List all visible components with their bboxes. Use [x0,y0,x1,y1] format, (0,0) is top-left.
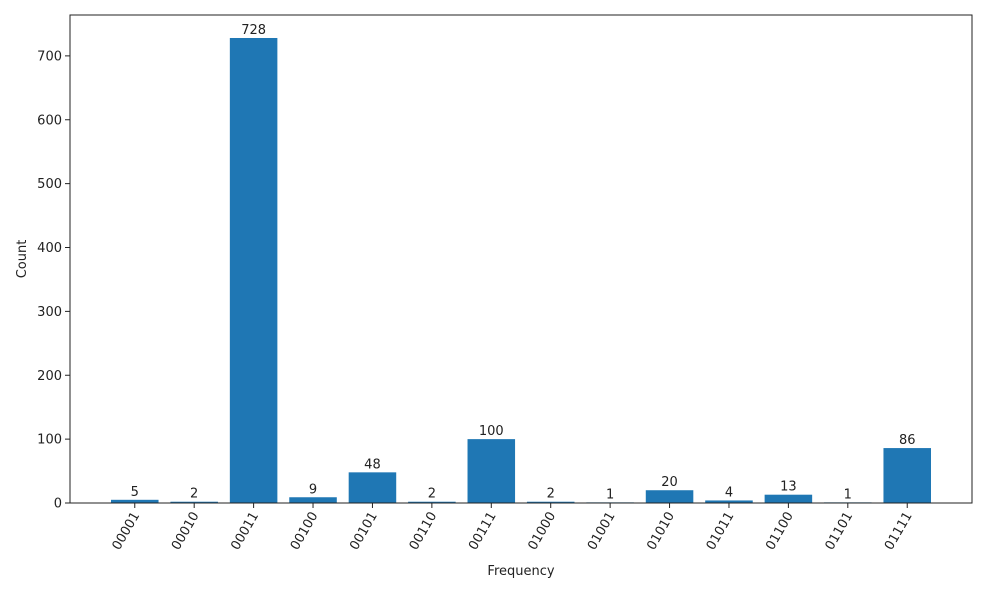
x-tick-label: 01010 [644,510,678,553]
value-label: 5 [131,485,139,500]
value-label: 1 [606,487,614,502]
value-label: 48 [364,457,381,472]
bar [883,448,931,503]
x-tick-label: 01011 [704,510,738,553]
value-label: 86 [899,433,916,448]
x-tick-label: 01100 [763,510,797,553]
x-tick-label: 00011 [228,510,262,553]
x-tick-label: 00110 [407,510,441,553]
value-label: 2 [190,487,198,502]
bar [705,500,753,503]
y-tick-label: 200 [37,369,62,384]
y-tick-label: 300 [37,305,62,320]
x-tick-label: 00001 [110,510,144,553]
y-tick-label: 0 [54,497,62,512]
bar [229,37,278,504]
y-tick-label: 600 [37,113,62,128]
y-tick-label: 100 [37,433,62,448]
bar [170,501,218,503]
x-tick-label: 00101 [347,510,381,553]
value-label: 2 [428,487,436,502]
bar [645,490,694,503]
bar [289,497,337,503]
value-label: 4 [725,485,733,500]
x-tick-label: 00111 [466,510,500,553]
bar [348,472,397,503]
y-axis-label: Count [15,240,30,279]
x-axis-label: Frequency [487,564,554,579]
value-label: 728 [241,23,266,38]
y-tick-label: 400 [37,241,62,256]
x-tick-label: 00010 [169,510,203,553]
x-tick-label: 00100 [288,510,322,553]
bar [764,494,813,503]
value-label: 1 [844,487,852,502]
value-label: 13 [780,480,797,495]
y-tick-label: 700 [37,49,62,64]
value-label: 100 [479,424,504,439]
x-tick-label: 01001 [585,510,619,553]
x-tick-label: 01111 [882,510,916,553]
value-label: 2 [547,487,555,502]
bar [408,501,456,503]
y-tick-label: 500 [37,177,62,192]
value-label: 9 [309,482,317,497]
x-tick-label: 01000 [526,510,560,553]
bar [467,439,516,503]
x-tick-label: 01101 [823,510,857,553]
bar [526,501,575,503]
bar [111,499,159,503]
value-label: 20 [661,475,678,490]
plot-frame [69,14,973,504]
